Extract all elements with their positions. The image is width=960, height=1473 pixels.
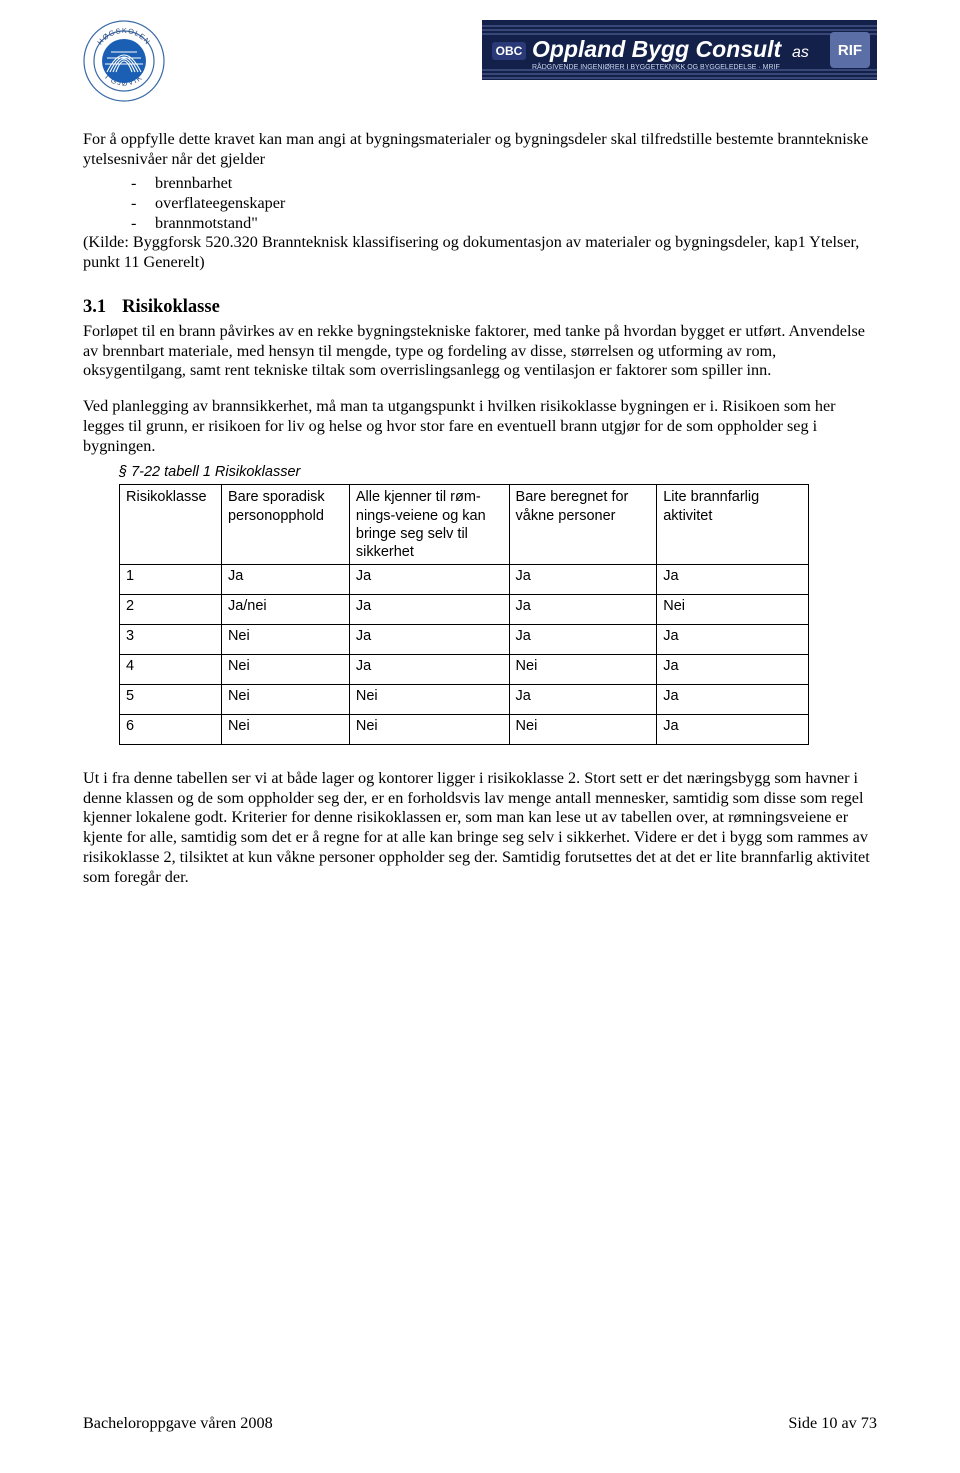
page-footer: Bacheloroppgave våren 2008 Side 10 av 73	[83, 1414, 877, 1433]
table-row: 1 Ja Ja Ja Ja	[120, 564, 809, 594]
table-body: 1 Ja Ja Ja Ja 2 Ja/nei Ja Ja Nei 3 Nei J…	[120, 564, 809, 744]
table-header: Alle kjenner til røm-nings-veiene og kan…	[349, 485, 509, 565]
table-cell: Nei	[221, 714, 349, 744]
section-heading: 3.1 Risikoklasse	[83, 297, 877, 318]
obc-sub: RÅDGIVENDE INGENIØRER I BYGGETEKNIKK OG …	[532, 62, 780, 71]
table-header: Lite brannfarlig aktivitet	[657, 485, 809, 565]
table-cell: 6	[120, 714, 222, 744]
table-cell: Ja/nei	[221, 594, 349, 624]
section-p2: Ved planlegging av brannsikkerhet, må ma…	[83, 397, 877, 456]
table-cell: Nei	[509, 654, 657, 684]
table-cell: Ja	[657, 684, 809, 714]
table-cell: 3	[120, 624, 222, 654]
table-header: Bare sporadisk personopphold	[221, 485, 349, 565]
obc-badge: RIF	[838, 42, 862, 59]
list-item: brennbarhet	[131, 173, 877, 193]
footer-left: Bacheloroppgave våren 2008	[83, 1414, 273, 1433]
table-cell: Ja	[657, 624, 809, 654]
table-row: 5 Nei Nei Ja Ja	[120, 684, 809, 714]
hig-logo-icon: HØGSKOLEN I GJØVIK	[83, 20, 165, 102]
table-cell: Ja	[349, 564, 509, 594]
risk-table: Risikoklasse Bare sporadisk personopphol…	[119, 484, 809, 745]
table-cell: Ja	[657, 714, 809, 744]
table-cell: Ja	[221, 564, 349, 594]
table-cell: Nei	[221, 624, 349, 654]
table-cell: Nei	[509, 714, 657, 744]
after-table-p1: Ut i fra denne tabellen ser vi at både l…	[83, 769, 877, 888]
footer-right: Side 10 av 73	[788, 1414, 877, 1433]
list-item: brannmotstand"	[131, 213, 877, 233]
table-cell: Ja	[349, 624, 509, 654]
obc-suffix: as	[792, 44, 809, 61]
table-cell: 2	[120, 594, 222, 624]
table-cell: 1	[120, 564, 222, 594]
logo-hig: HØGSKOLEN I GJØVIK	[83, 20, 165, 102]
table-header: Risikoklasse	[120, 485, 222, 565]
intro-bullet-list: brennbarhet overflateegenskaper brannmot…	[83, 173, 877, 234]
obc-logo-icon: OBC Oppland Bygg Consult as RÅDGIVENDE I…	[482, 20, 877, 80]
table-header-row: Risikoklasse Bare sporadisk personopphol…	[120, 485, 809, 565]
table-cell: Ja	[509, 564, 657, 594]
table-cell: Nei	[221, 684, 349, 714]
list-item: overflateegenskaper	[131, 193, 877, 213]
table-cell: Ja	[349, 654, 509, 684]
table-row: 4 Nei Ja Nei Ja	[120, 654, 809, 684]
table-row: 2 Ja/nei Ja Ja Nei	[120, 594, 809, 624]
intro-source: (Kilde: Byggforsk 520.320 Brannteknisk k…	[83, 233, 877, 273]
table-cell: 5	[120, 684, 222, 714]
section-title: Risikoklasse	[122, 297, 220, 317]
logo-obc: OBC Oppland Bygg Consult as RÅDGIVENDE I…	[482, 20, 877, 80]
table-cell: Ja	[657, 564, 809, 594]
table-caption: § 7-22 tabell 1 Risikoklasser	[119, 464, 877, 480]
table-cell: Nei	[349, 684, 509, 714]
intro-lead: For å oppfylle dette kravet kan man angi…	[83, 130, 877, 170]
table-cell: Nei	[349, 714, 509, 744]
section-number: 3.1	[83, 297, 106, 318]
table-row: 6 Nei Nei Nei Ja	[120, 714, 809, 744]
obc-prefix: OBC	[496, 44, 523, 58]
table-header: Bare beregnet forvåkne personer	[509, 485, 657, 565]
table-cell: Ja	[657, 654, 809, 684]
table-cell: Ja	[349, 594, 509, 624]
document-page: HØGSKOLEN I GJØVIK	[0, 0, 960, 1473]
section-p1: Forløpet til en brann påvirkes av en rek…	[83, 322, 877, 381]
table-cell: Nei	[657, 594, 809, 624]
table-cell: Ja	[509, 684, 657, 714]
table-cell: Ja	[509, 594, 657, 624]
obc-main: Oppland Bygg Consult	[532, 36, 782, 62]
table-cell: Ja	[509, 624, 657, 654]
table-cell: 4	[120, 654, 222, 684]
page-header: HØGSKOLEN I GJØVIK	[83, 20, 877, 102]
table-cell: Nei	[221, 654, 349, 684]
table-row: 3 Nei Ja Ja Ja	[120, 624, 809, 654]
